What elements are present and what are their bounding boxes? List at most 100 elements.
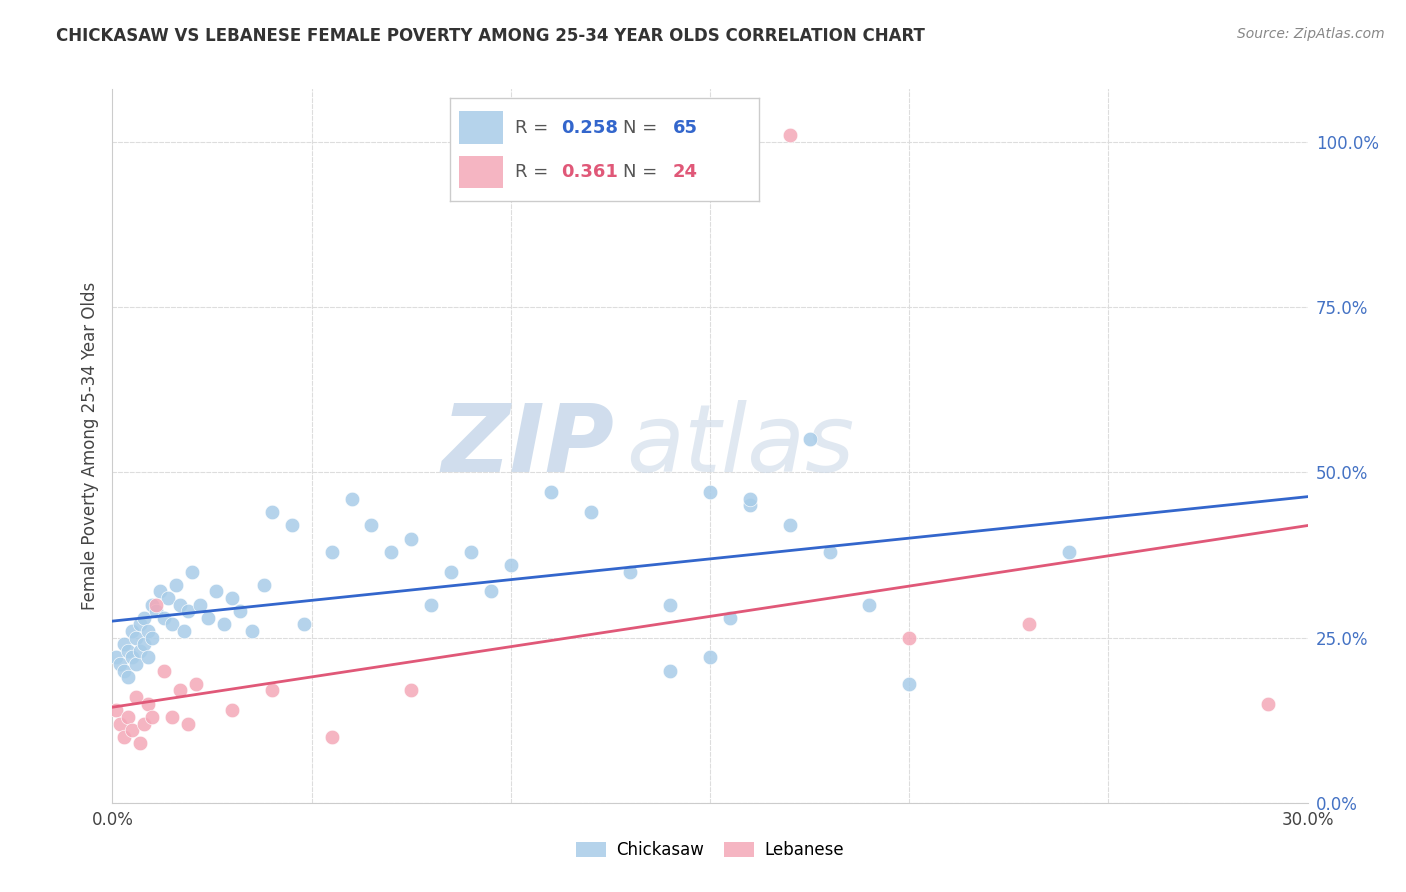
Text: atlas: atlas bbox=[627, 401, 855, 491]
Lebanese bbox=[153, 664, 176, 678]
Chickasaw bbox=[134, 637, 156, 651]
Chickasaw bbox=[380, 545, 402, 559]
Text: ZIP: ZIP bbox=[441, 400, 614, 492]
Chickasaw bbox=[699, 485, 721, 500]
Chickasaw bbox=[134, 611, 156, 625]
Chickasaw bbox=[165, 578, 187, 592]
Chickasaw bbox=[129, 644, 152, 658]
Chickasaw bbox=[105, 650, 128, 665]
Chickasaw bbox=[699, 650, 721, 665]
Chickasaw bbox=[579, 505, 602, 519]
Chickasaw bbox=[141, 631, 163, 645]
Text: 0.361: 0.361 bbox=[561, 163, 619, 181]
Chickasaw bbox=[121, 650, 143, 665]
Lebanese bbox=[134, 716, 156, 731]
Text: 24: 24 bbox=[672, 163, 697, 181]
Chickasaw bbox=[1057, 545, 1080, 559]
Lebanese bbox=[260, 683, 283, 698]
Chickasaw bbox=[117, 644, 139, 658]
Chickasaw bbox=[138, 624, 160, 638]
Lebanese bbox=[117, 710, 139, 724]
Chickasaw bbox=[121, 624, 143, 638]
Chickasaw bbox=[110, 657, 132, 671]
Lebanese bbox=[1018, 617, 1040, 632]
Lebanese bbox=[145, 598, 167, 612]
Chickasaw bbox=[659, 598, 682, 612]
Lebanese bbox=[169, 683, 191, 698]
Chickasaw bbox=[858, 598, 880, 612]
Chickasaw bbox=[619, 565, 641, 579]
Chickasaw bbox=[499, 558, 522, 572]
Y-axis label: Female Poverty Among 25-34 Year Olds: Female Poverty Among 25-34 Year Olds bbox=[80, 282, 98, 610]
Chickasaw bbox=[479, 584, 502, 599]
Chickasaw bbox=[799, 433, 821, 447]
Lebanese bbox=[321, 730, 343, 744]
Chickasaw bbox=[420, 598, 443, 612]
Chickasaw bbox=[149, 584, 172, 599]
Chickasaw bbox=[260, 505, 283, 519]
Chickasaw bbox=[157, 591, 180, 605]
Chickasaw bbox=[125, 631, 148, 645]
Chickasaw bbox=[153, 611, 176, 625]
Chickasaw bbox=[181, 565, 204, 579]
Chickasaw bbox=[129, 617, 152, 632]
Text: Source: ZipAtlas.com: Source: ZipAtlas.com bbox=[1237, 27, 1385, 41]
Chickasaw bbox=[221, 591, 243, 605]
Chickasaw bbox=[738, 491, 761, 506]
Chickasaw bbox=[138, 650, 160, 665]
Lebanese bbox=[1257, 697, 1279, 711]
Chickasaw bbox=[173, 624, 195, 638]
Lebanese bbox=[177, 716, 200, 731]
Chickasaw bbox=[440, 565, 463, 579]
Chickasaw bbox=[162, 617, 183, 632]
Chickasaw bbox=[169, 598, 191, 612]
Text: CHICKASAW VS LEBANESE FEMALE POVERTY AMONG 25-34 YEAR OLDS CORRELATION CHART: CHICKASAW VS LEBANESE FEMALE POVERTY AMO… bbox=[56, 27, 925, 45]
Bar bbox=[460, 112, 502, 145]
Text: R =: R = bbox=[515, 163, 554, 181]
Chickasaw bbox=[229, 604, 252, 618]
Chickasaw bbox=[540, 485, 562, 500]
Lebanese bbox=[898, 631, 921, 645]
Chickasaw bbox=[779, 518, 801, 533]
Chickasaw bbox=[197, 611, 219, 625]
Chickasaw bbox=[114, 637, 135, 651]
Chickasaw bbox=[141, 598, 163, 612]
Text: N =: N = bbox=[623, 163, 664, 181]
Lebanese bbox=[141, 710, 163, 724]
Lebanese bbox=[186, 677, 208, 691]
Lebanese bbox=[401, 683, 423, 698]
Chickasaw bbox=[114, 664, 135, 678]
Chickasaw bbox=[460, 545, 482, 559]
Lebanese bbox=[105, 703, 128, 717]
Lebanese bbox=[121, 723, 143, 738]
Chickasaw bbox=[360, 518, 382, 533]
Chickasaw bbox=[340, 491, 363, 506]
Chickasaw bbox=[145, 604, 167, 618]
Chickasaw bbox=[659, 664, 682, 678]
Lebanese bbox=[114, 730, 135, 744]
Lebanese bbox=[779, 128, 801, 143]
Chickasaw bbox=[281, 518, 304, 533]
Lebanese bbox=[125, 690, 148, 704]
Text: N =: N = bbox=[623, 119, 664, 136]
Chickasaw bbox=[117, 670, 139, 684]
Chickasaw bbox=[321, 545, 343, 559]
Legend: Chickasaw, Lebanese: Chickasaw, Lebanese bbox=[569, 835, 851, 866]
Chickasaw bbox=[718, 611, 741, 625]
Text: 65: 65 bbox=[672, 119, 697, 136]
Chickasaw bbox=[401, 532, 423, 546]
Lebanese bbox=[110, 716, 132, 731]
Lebanese bbox=[138, 697, 160, 711]
Chickasaw bbox=[738, 499, 761, 513]
Lebanese bbox=[221, 703, 243, 717]
Chickasaw bbox=[212, 617, 235, 632]
Chickasaw bbox=[253, 578, 276, 592]
Chickasaw bbox=[188, 598, 211, 612]
Chickasaw bbox=[818, 545, 841, 559]
Chickasaw bbox=[240, 624, 263, 638]
Chickasaw bbox=[292, 617, 315, 632]
Bar bbox=[460, 155, 502, 188]
Lebanese bbox=[162, 710, 183, 724]
Chickasaw bbox=[205, 584, 228, 599]
Chickasaw bbox=[125, 657, 148, 671]
